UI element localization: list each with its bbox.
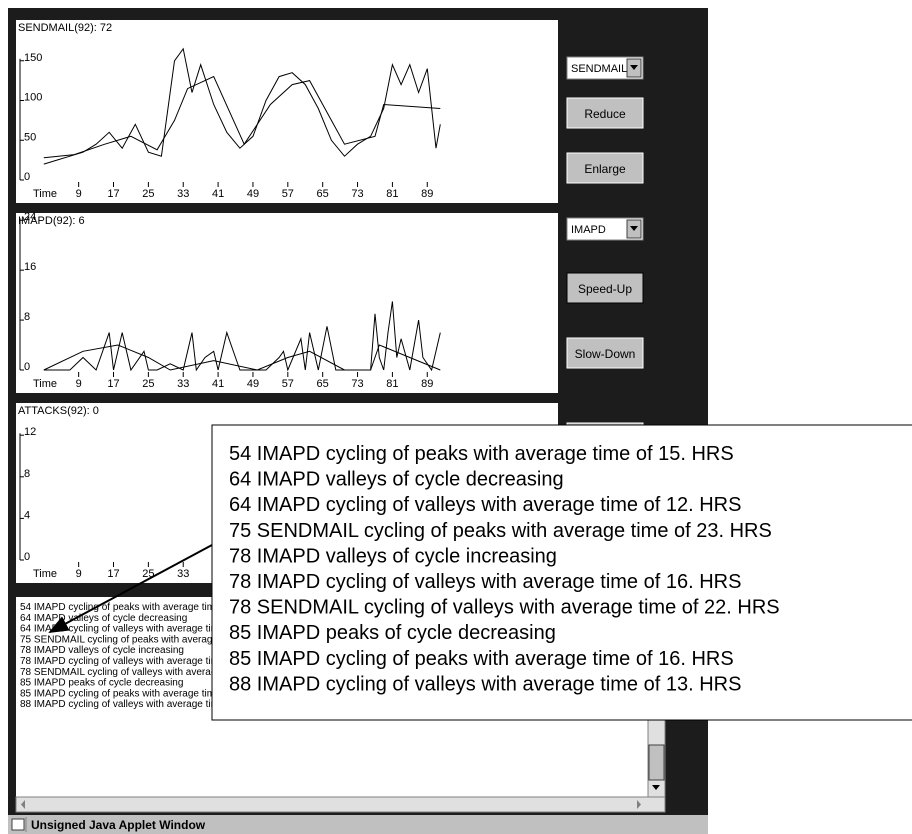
- y-tick-label: 0: [24, 361, 30, 373]
- button-label: Speed-Up: [578, 282, 632, 296]
- x-tick-label: 33: [177, 568, 189, 580]
- x-tick-label: 81: [386, 378, 398, 390]
- y-tick-label: 0: [24, 551, 30, 563]
- x-tick-label: 73: [351, 188, 363, 200]
- log-line: 64 IMAPD valleys of cycle decreasing: [20, 613, 187, 624]
- x-tick-label: 81: [386, 188, 398, 200]
- zoom-line: 85 IMAPD cycling of peaks with average t…: [229, 648, 734, 670]
- x-tick-label: 17: [107, 568, 119, 580]
- x-tick-label: 9: [76, 188, 82, 200]
- status-text: Unsigned Java Applet Window: [31, 818, 206, 832]
- log-line: 78 IMAPD valleys of cycle increasing: [20, 645, 184, 656]
- x-tick-label: 89: [421, 378, 433, 390]
- horizontal-scrollbar[interactable]: [16, 797, 665, 812]
- x-tick-label: 9: [76, 568, 82, 580]
- zoom-line: 78 IMAPD valleys of cycle increasing: [229, 545, 557, 567]
- x-tick-label: 65: [317, 378, 329, 390]
- x-axis-label: Time: [33, 568, 57, 580]
- zoom-line: 75 SENDMAIL cycling of peaks with averag…: [229, 520, 772, 542]
- chart-title: ATTACKS(92): 0: [18, 405, 99, 417]
- button-label: Reduce: [584, 107, 626, 121]
- zoom-line: 88 IMAPD cycling of valleys with average…: [229, 673, 741, 695]
- x-tick-label: 25: [142, 378, 154, 390]
- y-tick-label: 4: [24, 509, 30, 521]
- y-tick-label: 8: [24, 468, 30, 480]
- select-value: SENDMAIL: [571, 63, 627, 75]
- zoom-line: 54 IMAPD cycling of peaks with average t…: [229, 443, 734, 465]
- x-tick-label: 17: [107, 378, 119, 390]
- y-tick-label: 16: [24, 261, 36, 273]
- button-label: Enlarge: [584, 162, 626, 176]
- x-tick-label: 25: [142, 188, 154, 200]
- y-tick-label: 150: [24, 52, 42, 64]
- y-tick-label: 0: [24, 171, 30, 183]
- scroll-thumb[interactable]: [649, 745, 664, 780]
- x-tick-label: 33: [177, 188, 189, 200]
- zoom-line: 78 IMAPD cycling of valleys with average…: [229, 571, 741, 593]
- button-label: Slow-Down: [575, 347, 636, 361]
- x-tick-label: 41: [212, 188, 224, 200]
- status-icon: [12, 819, 24, 830]
- select-value: IMAPD: [571, 224, 606, 236]
- x-tick-label: 9: [76, 378, 82, 390]
- x-tick-label: 49: [247, 378, 259, 390]
- x-tick-label: 33: [177, 378, 189, 390]
- x-tick-label: 57: [282, 188, 294, 200]
- zoom-line: 78 SENDMAIL cycling of valleys with aver…: [229, 597, 780, 619]
- x-tick-label: 49: [247, 188, 259, 200]
- zoom-line: 64 IMAPD cycling of valleys with average…: [229, 494, 741, 516]
- zoom-line: 85 IMAPD peaks of cycle decreasing: [229, 622, 556, 644]
- x-tick-label: 57: [282, 378, 294, 390]
- zoom-line: 64 IMAPD valleys of cycle decreasing: [229, 469, 564, 491]
- x-tick-label: 89: [421, 188, 433, 200]
- x-tick-label: 17: [107, 188, 119, 200]
- x-tick-label: 41: [212, 378, 224, 390]
- log-line: 85 IMAPD peaks of cycle decreasing: [20, 678, 183, 689]
- chart-title: SENDMAIL(92): 72: [18, 22, 112, 34]
- x-axis-label: Time: [33, 378, 57, 390]
- x-axis-label: Time: [33, 188, 57, 200]
- y-tick-label: 50: [24, 131, 36, 143]
- x-tick-label: 73: [351, 378, 363, 390]
- y-tick-label: 8: [24, 311, 30, 323]
- y-tick-label: 100: [24, 92, 42, 104]
- chart-title: IMAPD(92): 6: [18, 215, 85, 227]
- y-tick-label: 12: [24, 426, 36, 438]
- chart-panel: [16, 20, 558, 203]
- x-tick-label: 65: [317, 188, 329, 200]
- applet-window: 050100150917253341495765738189TimeSENDMA…: [0, 0, 912, 834]
